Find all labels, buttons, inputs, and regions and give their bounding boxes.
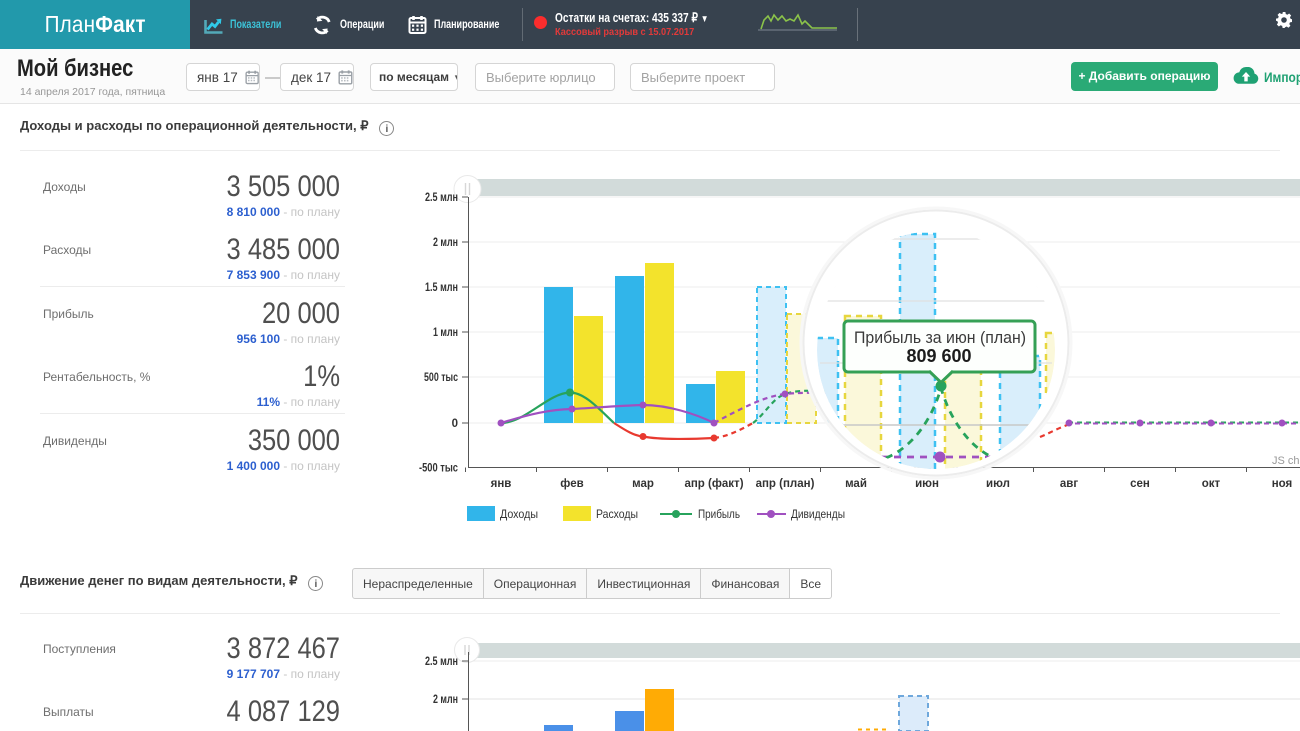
svg-text:Прибыль за июн (план): Прибыль за июн (план) [854,328,1026,347]
svg-text:авг: авг [1060,478,1078,490]
svg-text:сен: сен [1130,478,1150,490]
svg-text:апр (план): апр (план) [756,478,815,490]
svg-text:JS chart by amCharts: JS chart by amCharts [1272,455,1300,467]
svg-text:2.5 млн: 2.5 млн [425,656,458,668]
svg-text:ноя: ноя [1272,478,1293,490]
svg-text:Прибыль: Прибыль [698,507,740,521]
svg-text:янв: янв [491,478,512,490]
svg-text:809 600: 809 600 [906,346,971,366]
svg-text:500 тыс: 500 тыс [424,372,458,384]
svg-text:май: май [845,478,867,490]
svg-text:2 млн: 2 млн [433,694,458,706]
svg-text:июл: июл [986,478,1010,490]
svg-text:апр (факт): апр (факт) [684,478,743,490]
svg-text:Дивиденды: Дивиденды [791,507,845,521]
svg-text:Доходы: Доходы [500,507,538,521]
svg-text:1 млн: 1 млн [433,327,458,339]
svg-text:окт: окт [1202,478,1221,490]
svg-text:Расходы: Расходы [596,507,638,521]
svg-text:мар: мар [632,478,654,490]
svg-text:2 млн: 2 млн [433,237,458,249]
svg-text:0: 0 [452,418,458,430]
svg-text:фев: фев [560,478,583,490]
svg-text:2.5 млн: 2.5 млн [425,192,458,204]
svg-text:-500 тыс: -500 тыс [419,463,458,475]
svg-text:1.5 млн: 1.5 млн [425,282,458,294]
svg-text:июн: июн [915,478,939,490]
